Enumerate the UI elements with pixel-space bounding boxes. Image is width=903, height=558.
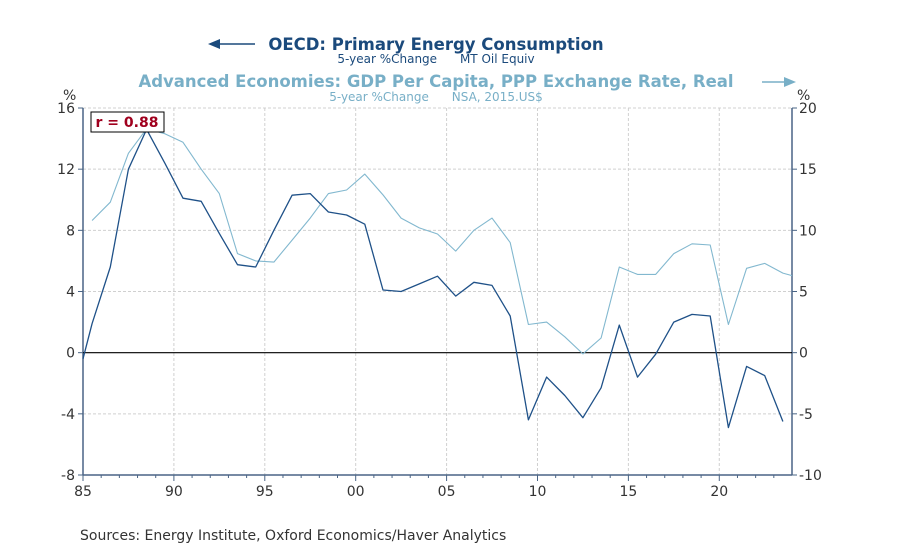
left-tick-label: 4 <box>66 285 75 301</box>
left-tick-label: 16 <box>57 101 75 117</box>
x-tick-label: 85 <box>74 484 92 500</box>
left-tick-label: -4 <box>61 407 75 423</box>
gdp-arrowhead-icon <box>784 77 796 87</box>
left-axis-unit: % <box>63 88 76 104</box>
grid <box>83 107 792 475</box>
right-tick-label: 5 <box>799 285 808 301</box>
x-tick-label: 00 <box>347 484 365 500</box>
right-tick-label: -10 <box>799 468 822 484</box>
series-lines <box>82 128 793 429</box>
x-tick-label: 95 <box>256 484 274 500</box>
right-tick-label: 10 <box>799 223 817 239</box>
right-tick-label: 20 <box>799 101 817 117</box>
x-tick-label: 15 <box>619 484 637 500</box>
title-gdp: Advanced Economies: GDP Per Capita, PPP … <box>138 72 733 91</box>
right-tick-label: -5 <box>799 407 813 423</box>
left-tick-label: 8 <box>66 223 75 239</box>
oecd-arrowhead-icon <box>208 39 220 49</box>
left-tick-label: 0 <box>66 346 75 362</box>
left-tick-label: 12 <box>57 162 75 178</box>
title-oecd: OECD: Primary Energy Consumption <box>268 35 603 54</box>
x-tick-label: 20 <box>710 484 728 500</box>
left-tick-label: -8 <box>61 468 75 484</box>
right-axis-unit: % <box>797 88 810 104</box>
x-tick-label: 90 <box>165 484 183 500</box>
source-note: Sources: Energy Institute, Oxford Econom… <box>80 528 506 544</box>
subtitle-gdp: 5-year %Change NSA, 2015.US$ <box>329 90 543 104</box>
right-tick-label: 0 <box>799 346 808 362</box>
svg-text:r = 0.88: r = 0.88 <box>96 115 159 131</box>
x-tick-label: 05 <box>438 484 456 500</box>
axes: 16 12 8 4 0 -4 -8 20 15 10 5 0 -5 -10 85 90 95 00 05 10 15 20 <box>57 101 822 500</box>
right-tick-label: 15 <box>799 162 817 178</box>
correlation-annotation: r = 0.88 <box>90 111 165 133</box>
x-tick-label: 10 <box>529 484 547 500</box>
series-oecd-energy <box>82 128 784 429</box>
series-gdp-per-capita <box>91 128 793 355</box>
subtitle-oecd: 5-year %Change MT Oil Equiv <box>337 52 534 66</box>
